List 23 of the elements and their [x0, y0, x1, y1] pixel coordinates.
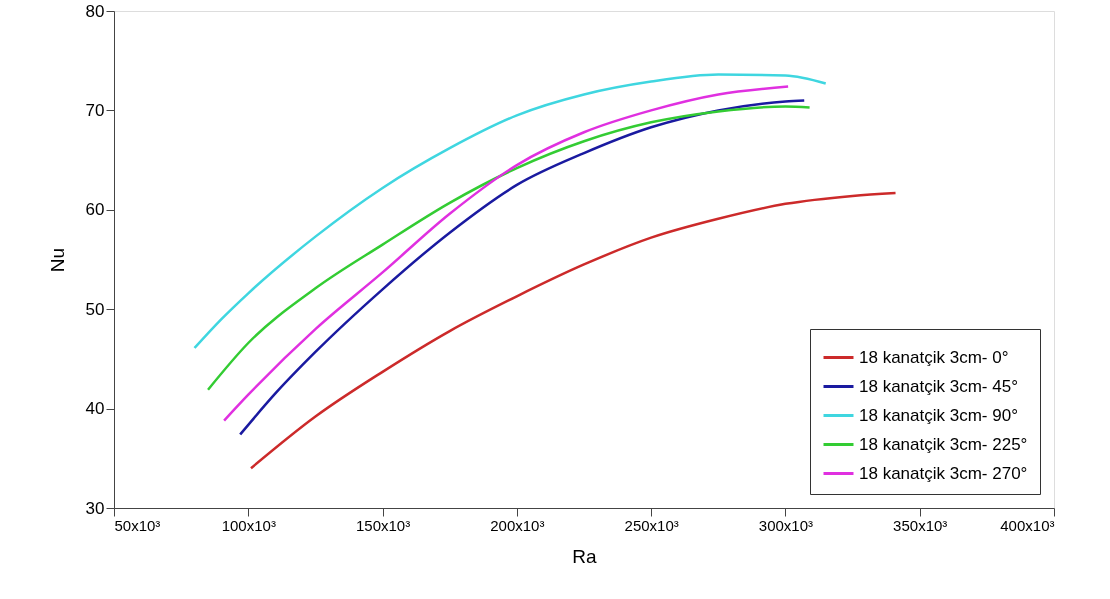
x-tick-label: 100x10³	[221, 516, 276, 534]
legend-label: 18 kanatçik 3cm- 0°	[859, 347, 1009, 367]
x-tick-label: 400x10³	[1000, 516, 1055, 534]
y-tick-label: 80	[85, 1, 105, 21]
x-tick-label: 300x10³	[758, 516, 814, 534]
y-tick-label: 40	[85, 399, 105, 419]
y-tick-label: 50	[85, 299, 105, 319]
x-tick-label: 200x10³	[490, 516, 545, 534]
legend-label: 18 kanatçik 3cm- 270°	[859, 463, 1028, 483]
line-series	[206, 105, 811, 391]
y-tick-label: 70	[85, 100, 105, 120]
y-axis-title: Nu	[46, 247, 68, 273]
x-axis-title: Ra	[572, 545, 598, 567]
x-tick-label: 50x10³	[114, 516, 161, 534]
legend-label: 18 kanatçik 3cm- 45°	[859, 376, 1018, 396]
legend-label: 18 kanatçik 3cm- 225°	[859, 434, 1028, 454]
legend-label: 18 kanatçik 3cm- 90°	[859, 405, 1018, 425]
y-tick-label: 60	[85, 200, 105, 220]
x-tick-label: 350x10³	[893, 516, 948, 534]
y-tick-label: 30	[85, 498, 105, 518]
x-tick-label: 250x10³	[624, 516, 679, 534]
line-series	[193, 73, 827, 350]
x-tick-label: 150x10³	[355, 516, 411, 534]
